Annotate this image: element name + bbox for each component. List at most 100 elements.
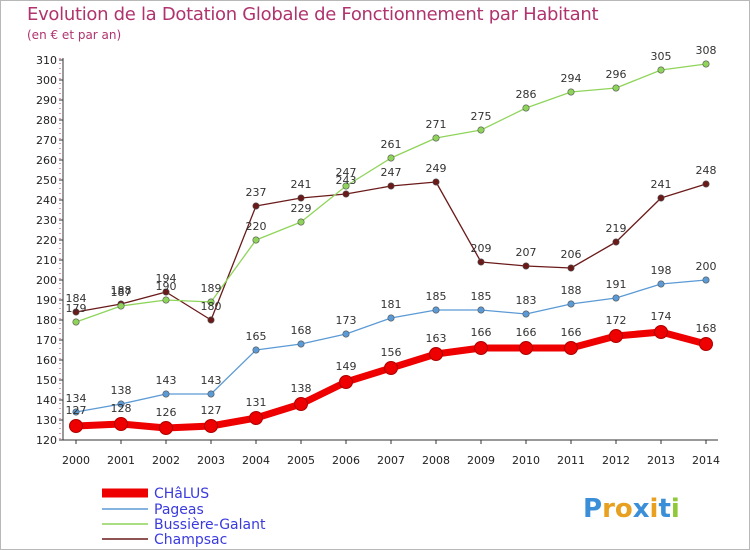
data-label: 198 (651, 264, 672, 277)
data-point-2 (477, 126, 485, 134)
data-point-2 (342, 182, 350, 190)
data-point-0 (159, 421, 173, 435)
data-point-0 (339, 375, 353, 389)
data-label: 194 (156, 272, 177, 285)
data-point-1 (657, 280, 665, 288)
data-label: 127 (201, 404, 222, 417)
data-point-1 (612, 294, 620, 302)
data-labels: 127 128 126 127 131 138 149 156 163 166 166 166 172 1… (66, 44, 717, 419)
x-tick-label: 2014 (692, 454, 720, 467)
data-point-2 (432, 134, 440, 142)
y-tick-label: 220 (36, 234, 57, 247)
data-label: 166 (561, 326, 582, 339)
data-label: 127 (66, 404, 87, 417)
data-label: 168 (291, 324, 312, 337)
data-label: 128 (111, 402, 132, 415)
data-label: 166 (516, 326, 537, 339)
data-label: 187 (111, 286, 132, 299)
data-label: 185 (426, 290, 447, 303)
x-tick-label: 2009 (467, 454, 495, 467)
x-tick-label: 2002 (152, 454, 180, 467)
y-tick-label: 160 (36, 354, 57, 367)
data-label: 308 (696, 44, 717, 57)
legend-label: Pageas (154, 502, 204, 518)
data-label: 247 (336, 166, 357, 179)
data-point-1 (387, 314, 395, 322)
data-label: 156 (381, 346, 402, 359)
y-tick-label: 150 (36, 374, 57, 387)
data-label: 261 (381, 138, 402, 151)
data-label: 248 (696, 164, 717, 177)
data-point-1 (117, 400, 125, 408)
data-point-3 (72, 308, 80, 316)
x-tick-label: 2013 (647, 454, 675, 467)
data-point-0 (429, 347, 443, 361)
data-point-2 (657, 66, 665, 74)
data-label: 184 (66, 292, 87, 305)
data-label: 138 (291, 382, 312, 395)
data-point-0 (699, 337, 713, 351)
data-point-3 (207, 316, 215, 324)
data-label: 188 (111, 284, 132, 297)
data-point-1 (162, 390, 170, 398)
data-label: 241 (291, 178, 312, 191)
data-label: 188 (561, 284, 582, 297)
data-label: 229 (291, 202, 312, 215)
data-label: 126 (156, 406, 177, 419)
data-point-0 (204, 419, 218, 433)
data-label: 189 (201, 282, 222, 295)
data-label: 172 (606, 314, 627, 327)
data-label: 180 (201, 300, 222, 313)
y-tick-label: 270 (36, 134, 57, 147)
data-point-3 (252, 202, 260, 210)
y-tick-label: 200 (36, 274, 57, 287)
data-label: 174 (651, 310, 672, 323)
x-tick-label: 2000 (62, 454, 90, 467)
data-point-3 (387, 182, 395, 190)
y-tick-label: 310 (36, 54, 57, 67)
data-label: 138 (111, 384, 132, 397)
data-label: 206 (561, 248, 582, 261)
data-point-3 (477, 258, 485, 266)
data-point-2 (162, 296, 170, 304)
data-point-3 (657, 194, 665, 202)
data-label: 271 (426, 118, 447, 131)
x-tick-label: 2004 (242, 454, 270, 467)
data-point-1 (522, 310, 530, 318)
data-point-0 (609, 329, 623, 343)
data-label: 166 (471, 326, 492, 339)
data-point-0 (294, 397, 308, 411)
data-label: 209 (471, 242, 492, 255)
data-point-3 (612, 238, 620, 246)
data-label: 207 (516, 246, 537, 259)
data-label: 134 (66, 392, 87, 405)
data-label: 237 (246, 186, 267, 199)
data-point-3 (567, 264, 575, 272)
data-point-3 (522, 262, 530, 270)
chart-title: Evolution de la Dotation Globale de Fonc… (27, 4, 599, 25)
data-point-0 (114, 417, 128, 431)
y-tick-label: 140 (36, 394, 57, 407)
legend-label: Champsac (154, 532, 227, 548)
data-point-0 (474, 341, 488, 355)
data-point-0 (519, 341, 533, 355)
data-label: 294 (561, 72, 582, 85)
data-label: 305 (651, 50, 672, 63)
data-label: 243 (336, 174, 357, 187)
data-label: 286 (516, 88, 537, 101)
data-point-3 (432, 178, 440, 186)
proxiti-logo: Proxiti (583, 494, 680, 524)
data-label: 165 (246, 330, 267, 343)
data-point-1 (72, 408, 80, 416)
y-tick-label: 120 (36, 434, 57, 447)
data-label: 191 (606, 278, 627, 291)
logo-text: Proxiti (583, 494, 680, 524)
data-point-1 (477, 306, 485, 314)
y-tick-label: 130 (36, 414, 57, 427)
data-label: 275 (471, 110, 492, 123)
legend-label: Bussière-Galant (154, 517, 266, 533)
data-point-2 (612, 84, 620, 92)
